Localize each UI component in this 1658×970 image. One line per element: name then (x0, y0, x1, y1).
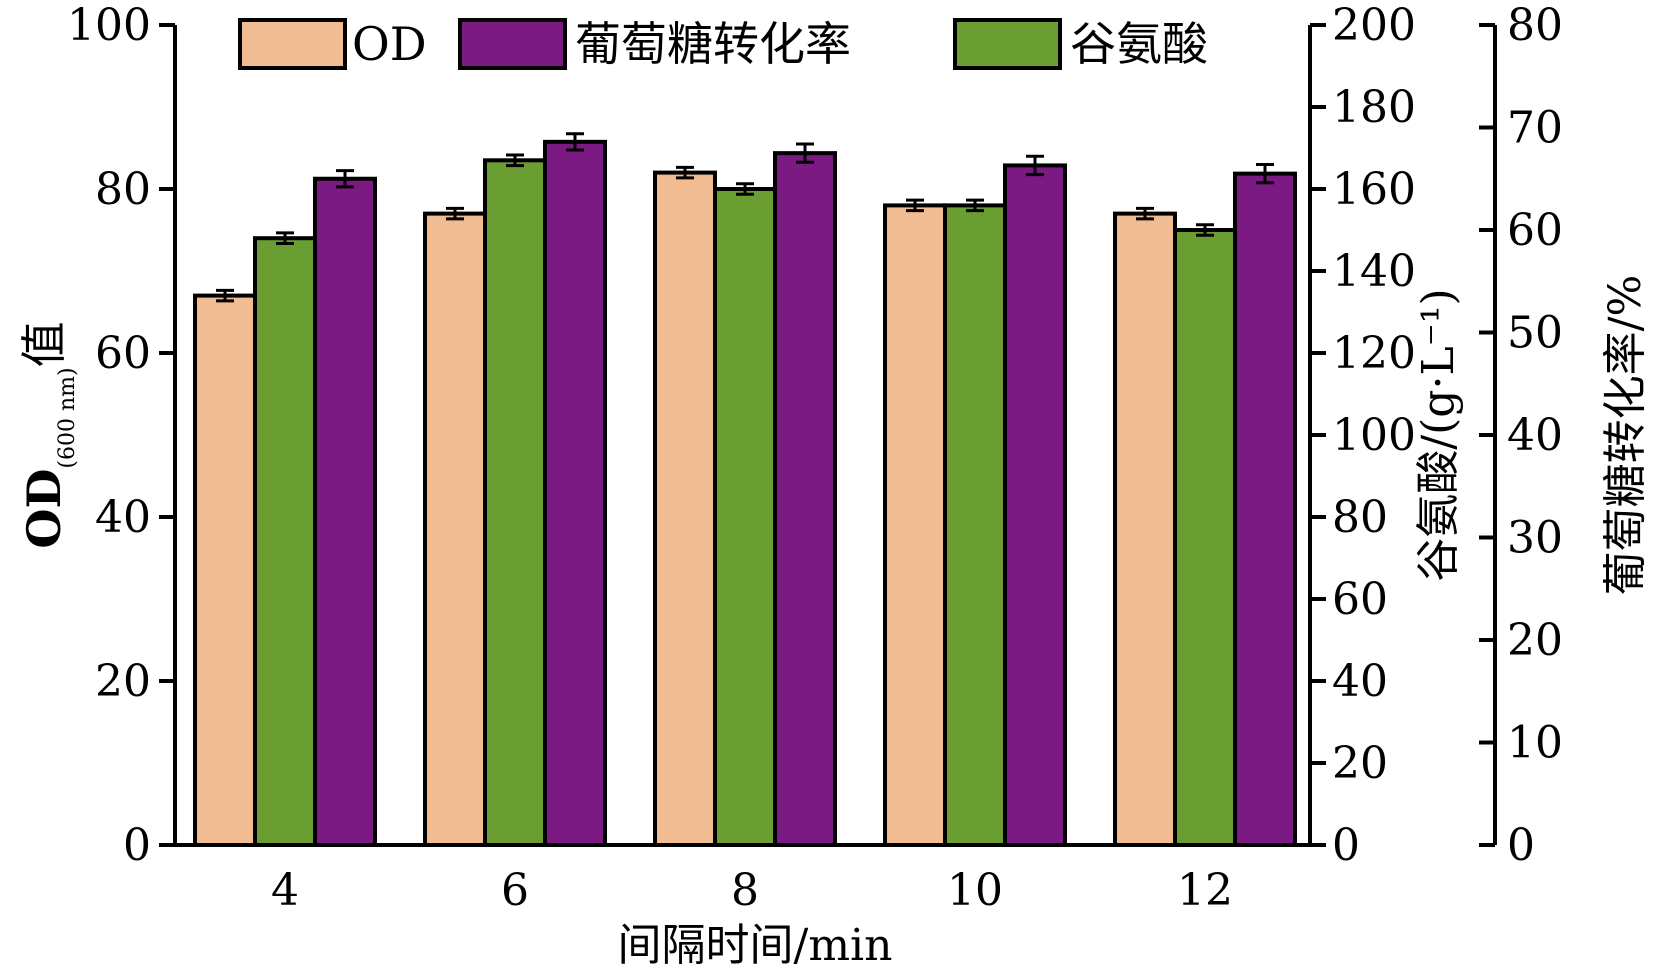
right1-tick-label-180: 180 (1332, 82, 1416, 133)
right1-tick-label-140: 140 (1332, 246, 1416, 297)
right2-tick-label-50: 50 (1507, 308, 1563, 359)
bar-OD-12 (1113, 211, 1177, 848)
right2-tick-label-60: 60 (1507, 205, 1563, 256)
legend-label-od: OD (352, 17, 427, 71)
bar-谷氨酸-12 (1173, 228, 1237, 847)
right2-tick-label-30: 30 (1507, 513, 1563, 564)
bar-OD-8 (653, 170, 717, 848)
left-tick-label-60: 60 (95, 328, 151, 379)
x-tick-label-10: 10 (947, 865, 1003, 916)
left-y-axis-title-sub: (600 nm) (55, 367, 80, 468)
right2-tick-label-80: 80 (1507, 0, 1563, 51)
right2-tick-label-70: 70 (1507, 103, 1563, 154)
x-tick-label-6: 6 (501, 865, 529, 916)
legend-label-glutamate: 谷氨酸 (1070, 17, 1208, 71)
bar-谷氨酸-4 (253, 236, 317, 847)
legend-label-conversion: 葡萄糖转化率 (575, 17, 851, 71)
error-bars-layer (216, 132, 1274, 303)
bar-谷氨酸-8 (713, 187, 777, 847)
left-tick-label-40: 40 (95, 492, 151, 543)
left-tick-label-0: 0 (123, 820, 151, 871)
bar-葡萄糖转化率-12 (1233, 171, 1297, 847)
bar-OD-4 (193, 293, 257, 848)
left-tick-label-20: 20 (95, 656, 151, 707)
left-y-axis-title: OD(600 nm)值 (17, 321, 80, 548)
right2-ticks: 0 10 20 30 40 50 60 70 80 (1479, 0, 1563, 871)
left-tick-label-80: 80 (95, 164, 151, 215)
right1-tick-label-160: 160 (1332, 164, 1416, 215)
right2-tick-label-0: 0 (1507, 820, 1535, 871)
right1-y-axis-title: 谷氨酸/(g·L⁻¹) (1413, 288, 1464, 581)
right1-ticks: 0 20 40 60 80 100 120 140 160 180 200 (1310, 0, 1416, 871)
right2-y-axis-title: 葡萄糖转化率/% (1600, 275, 1651, 596)
right1-tick-label-120: 120 (1332, 328, 1416, 379)
right1-tick-label-40: 40 (1332, 656, 1388, 707)
right2-tick-label-20: 20 (1507, 615, 1563, 666)
bars-layer (193, 139, 1297, 848)
right1-tick-label-20: 20 (1332, 738, 1388, 789)
right1-tick-label-100: 100 (1332, 410, 1416, 461)
x-tick-label-12: 12 (1177, 865, 1233, 916)
right1-tick-label-200: 200 (1332, 0, 1416, 51)
bar-葡萄糖转化率-6 (543, 139, 607, 848)
right2-tick-label-40: 40 (1507, 410, 1563, 461)
x-tick-label-4: 4 (271, 865, 299, 916)
bar-葡萄糖转化率-8 (773, 151, 837, 847)
legend-swatch-od (238, 18, 347, 70)
legend-swatch-glutamate (953, 18, 1062, 70)
left-tick-label-100: 100 (67, 0, 151, 51)
bar-葡萄糖转化率-4 (313, 176, 377, 847)
left-ticks: 0 20 40 60 80 100 (67, 0, 175, 871)
bar-谷氨酸-10 (943, 203, 1007, 847)
legend-swatch-conversion (458, 18, 567, 70)
left-y-axis-title-suffix: 值 (17, 321, 71, 367)
left-y-axis-title-main: OD (17, 469, 71, 549)
bar-OD-6 (423, 211, 487, 848)
right1-tick-label-60: 60 (1332, 574, 1388, 625)
right2-tick-label-10: 10 (1507, 718, 1563, 769)
right1-tick-label-0: 0 (1332, 820, 1360, 871)
x-ticks: 4 6 8 10 12 (271, 865, 1233, 916)
right1-tick-label-80: 80 (1332, 492, 1388, 543)
bar-谷氨酸-6 (483, 158, 547, 848)
x-tick-label-8: 8 (731, 865, 759, 916)
bar-葡萄糖转化率-10 (1003, 163, 1067, 848)
x-axis-title: 间隔时间/min (618, 920, 893, 970)
legend: OD 葡萄糖转化率 谷氨酸 (238, 17, 1208, 71)
bar-OD-10 (883, 203, 947, 847)
